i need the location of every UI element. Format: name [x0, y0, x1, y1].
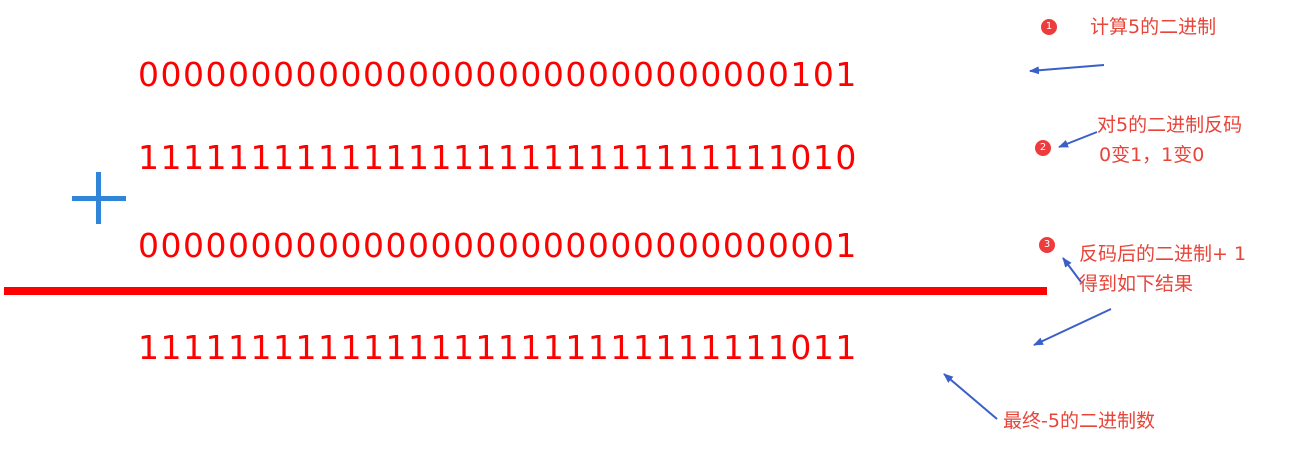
step-3-note-line-2: 得到如下结果 [1079, 273, 1194, 295]
binary-row-plus-one: 00000000000000000000000000000001 [138, 226, 858, 265]
arrow-icon-step-3 [1062, 257, 1082, 283]
step-3-badge-icon: 3 [1039, 237, 1055, 253]
step-2-badge-icon: 2 [1035, 140, 1051, 156]
final-result-note: 最终-5的二进制数 [1003, 410, 1155, 432]
arrow-icon-step-2 [1058, 131, 1098, 148]
step-2-note-line-2: 0变1，1变0 [1099, 144, 1205, 166]
arrow-icon-step-1 [1029, 64, 1105, 75]
binary-row-result: 11111111111111111111111111111011 [138, 328, 858, 367]
step-1-badge-icon: 1 [1041, 19, 1057, 35]
sum-divider-line [4, 287, 1047, 295]
step-3-note-line-1: 反码后的二进制+ 1 [1079, 243, 1247, 265]
binary-row-5: 00000000000000000000000000000101 [138, 55, 858, 94]
plus-icon-vertical-stroke [96, 172, 101, 224]
step-1-note: 计算5的二进制 [1090, 16, 1217, 38]
binary-row-inverted: 11111111111111111111111111111010 [138, 138, 858, 177]
step-2-note-line-1: 对5的二进制反码 [1097, 114, 1243, 136]
arrow-icon-step-3-result [1033, 308, 1112, 346]
arrow-icon-final-result [943, 373, 998, 420]
